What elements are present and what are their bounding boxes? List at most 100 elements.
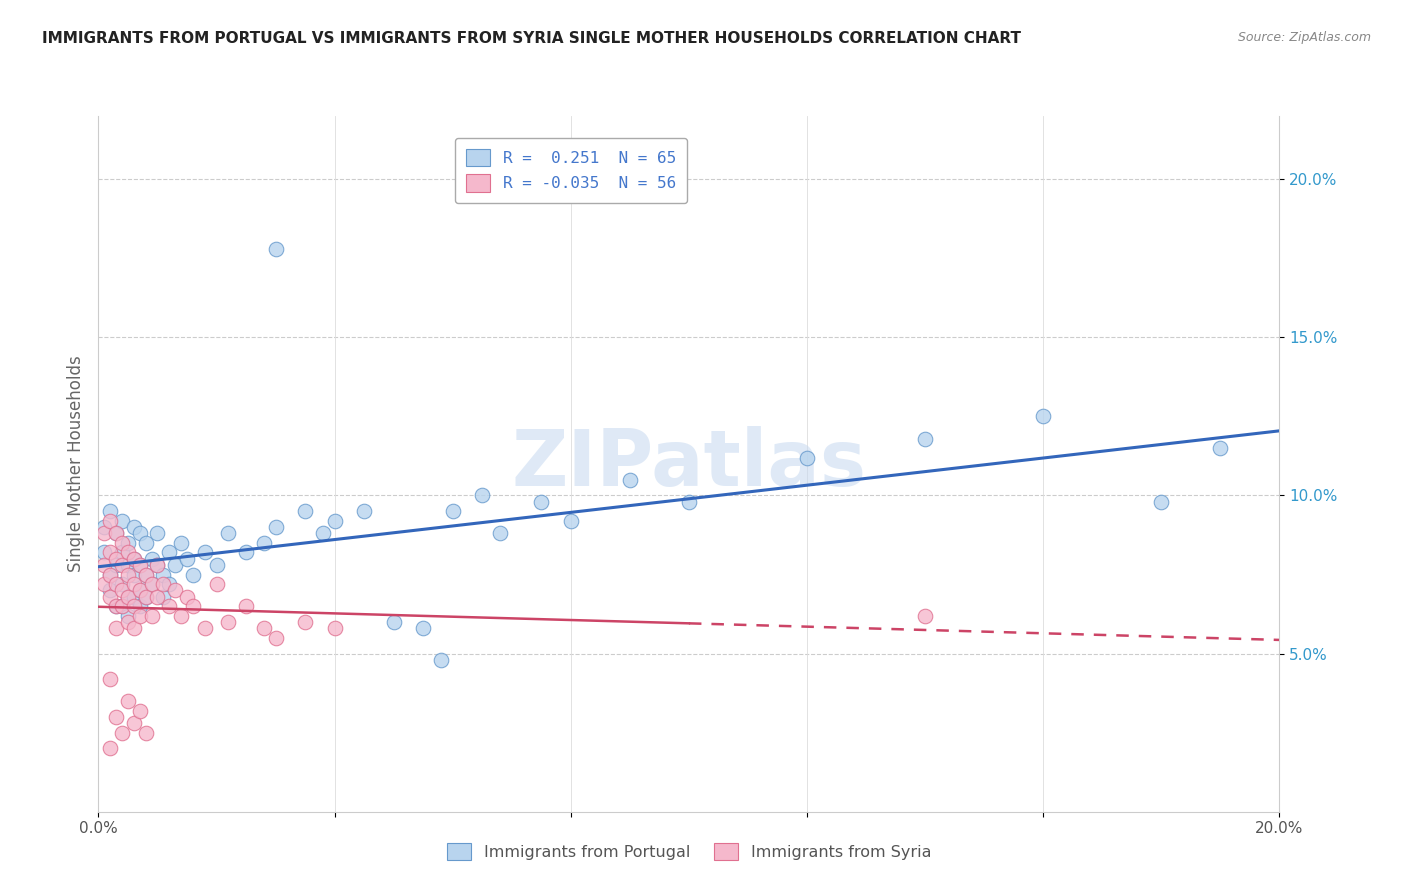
Point xyxy=(111,558,134,572)
Point xyxy=(194,545,217,559)
Point xyxy=(146,526,169,541)
Point xyxy=(205,577,228,591)
Point xyxy=(176,590,198,604)
Point xyxy=(430,653,453,667)
Point xyxy=(105,599,128,614)
Point xyxy=(93,526,115,541)
Point xyxy=(128,583,150,598)
Point xyxy=(128,558,150,572)
Point xyxy=(489,526,512,541)
Point xyxy=(146,558,169,572)
Point xyxy=(264,631,287,645)
Y-axis label: Single Mother Households: Single Mother Households xyxy=(66,356,84,572)
Point xyxy=(105,710,128,724)
Point xyxy=(117,694,139,708)
Point xyxy=(122,621,145,635)
Point xyxy=(141,608,163,623)
Point xyxy=(141,577,163,591)
Point xyxy=(128,704,150,718)
Point xyxy=(93,577,115,591)
Point xyxy=(157,577,180,591)
Point xyxy=(135,536,157,550)
Point xyxy=(135,590,157,604)
Point xyxy=(111,599,134,614)
Point xyxy=(235,599,257,614)
Point xyxy=(170,536,193,550)
Point xyxy=(141,577,163,591)
Point xyxy=(323,514,346,528)
Point xyxy=(128,583,150,598)
Point xyxy=(122,599,145,614)
Point xyxy=(105,526,128,541)
Point xyxy=(105,621,128,635)
Point xyxy=(194,621,217,635)
Point xyxy=(128,608,150,623)
Point xyxy=(152,577,174,591)
Point xyxy=(111,536,134,550)
Point xyxy=(111,545,134,559)
Point xyxy=(264,242,287,256)
Point xyxy=(181,599,204,614)
Point xyxy=(98,504,121,518)
Point xyxy=(117,608,139,623)
Point xyxy=(294,504,316,518)
Point xyxy=(165,558,187,572)
Point xyxy=(122,520,145,534)
Point xyxy=(117,590,139,604)
Point xyxy=(98,514,121,528)
Point xyxy=(412,621,434,635)
Point xyxy=(914,608,936,623)
Point xyxy=(323,621,346,635)
Point xyxy=(382,615,405,629)
Point xyxy=(98,741,121,756)
Text: IMMIGRANTS FROM PORTUGAL VS IMMIGRANTS FROM SYRIA SINGLE MOTHER HOUSEHOLDS CORRE: IMMIGRANTS FROM PORTUGAL VS IMMIGRANTS F… xyxy=(42,31,1021,46)
Point xyxy=(135,567,157,582)
Point xyxy=(1032,409,1054,424)
Point xyxy=(914,432,936,446)
Point xyxy=(122,567,145,582)
Point xyxy=(165,583,187,598)
Point xyxy=(117,545,139,559)
Point xyxy=(98,672,121,686)
Point xyxy=(128,599,150,614)
Point xyxy=(117,567,139,582)
Point xyxy=(105,599,128,614)
Point xyxy=(294,615,316,629)
Point xyxy=(98,590,121,604)
Point xyxy=(117,615,139,629)
Point xyxy=(264,520,287,534)
Point xyxy=(111,599,134,614)
Point xyxy=(105,526,128,541)
Point xyxy=(122,716,145,731)
Text: Source: ZipAtlas.com: Source: ZipAtlas.com xyxy=(1237,31,1371,45)
Point xyxy=(105,558,128,572)
Point xyxy=(122,551,145,566)
Point xyxy=(152,590,174,604)
Point xyxy=(122,577,145,591)
Point xyxy=(796,450,818,465)
Legend: Immigrants from Portugal, Immigrants from Syria: Immigrants from Portugal, Immigrants fro… xyxy=(437,833,941,870)
Point xyxy=(157,545,180,559)
Point xyxy=(111,577,134,591)
Point xyxy=(312,526,335,541)
Point xyxy=(105,577,128,591)
Point xyxy=(146,590,169,604)
Point xyxy=(117,558,139,572)
Point xyxy=(181,567,204,582)
Point xyxy=(93,558,115,572)
Point xyxy=(217,615,239,629)
Point xyxy=(98,567,121,582)
Point xyxy=(117,590,139,604)
Point xyxy=(560,514,582,528)
Point xyxy=(235,545,257,559)
Point xyxy=(128,526,150,541)
Point xyxy=(530,495,553,509)
Point xyxy=(176,551,198,566)
Point xyxy=(111,514,134,528)
Point xyxy=(111,725,134,739)
Point xyxy=(111,583,134,598)
Point xyxy=(98,583,121,598)
Point xyxy=(117,536,139,550)
Point xyxy=(98,567,121,582)
Point xyxy=(471,488,494,502)
